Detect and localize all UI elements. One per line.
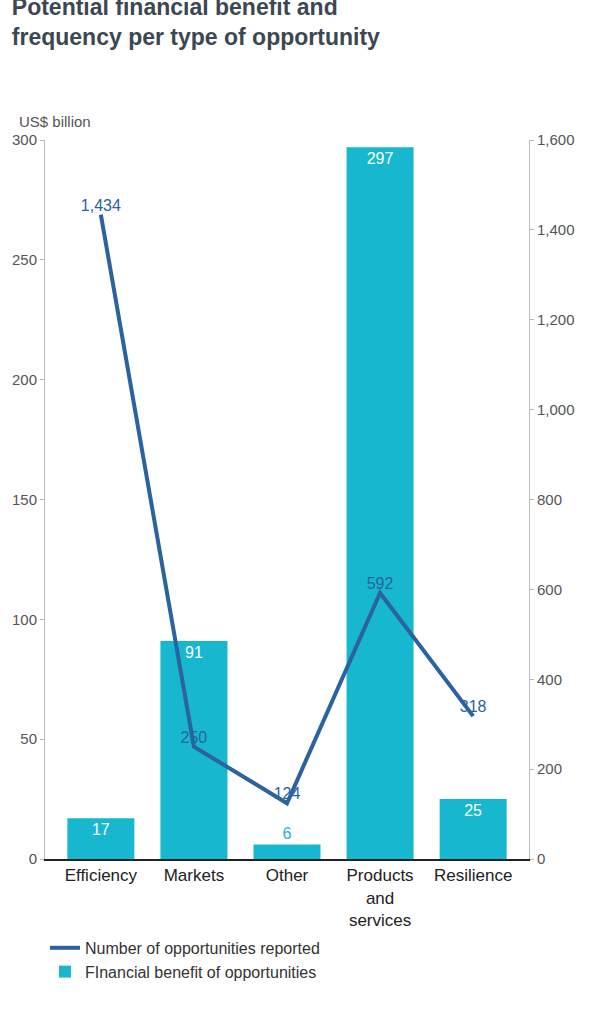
svg-text:318: 318 [460, 698, 487, 715]
svg-text:1,000: 1,000 [537, 401, 575, 418]
svg-text:91: 91 [185, 644, 203, 661]
svg-text:200: 200 [537, 760, 562, 777]
svg-text:FInancial benefit of opportuni: FInancial benefit of opportunities [85, 964, 316, 981]
svg-text:0: 0 [29, 850, 37, 867]
svg-text:Other: Other [266, 866, 309, 885]
svg-text:0: 0 [537, 850, 545, 867]
svg-text:Number of opportunities report: Number of opportunities reported [85, 940, 320, 957]
svg-text:US$ billion: US$ billion [19, 113, 91, 130]
svg-text:600: 600 [537, 581, 562, 598]
svg-text:6: 6 [283, 825, 292, 842]
svg-text:1,434: 1,434 [81, 197, 121, 214]
svg-text:592: 592 [367, 575, 394, 592]
svg-text:Efficiency: Efficiency [65, 866, 138, 885]
svg-text:1,200: 1,200 [537, 311, 575, 328]
svg-text:297: 297 [367, 150, 394, 167]
svg-text:50: 50 [20, 730, 37, 747]
svg-text:1,400: 1,400 [537, 221, 575, 238]
svg-text:200: 200 [12, 371, 37, 388]
svg-text:17: 17 [92, 821, 110, 838]
svg-text:150: 150 [12, 491, 37, 508]
svg-text:400: 400 [537, 671, 562, 688]
svg-text:250: 250 [181, 729, 208, 746]
svg-text:Resilience: Resilience [434, 866, 512, 885]
svg-text:Potential financial benefit an: Potential financial benefit andfrequency… [12, 0, 380, 50]
svg-text:124: 124 [274, 785, 301, 802]
svg-text:800: 800 [537, 491, 562, 508]
svg-text:300: 300 [12, 131, 37, 148]
svg-text:25: 25 [464, 802, 482, 819]
svg-text:Markets: Markets [164, 866, 224, 885]
svg-text:250: 250 [12, 251, 37, 268]
svg-text:1,600: 1,600 [537, 131, 575, 148]
svg-text:100: 100 [12, 611, 37, 628]
svg-text:Productsandservices: Productsandservices [347, 866, 414, 929]
